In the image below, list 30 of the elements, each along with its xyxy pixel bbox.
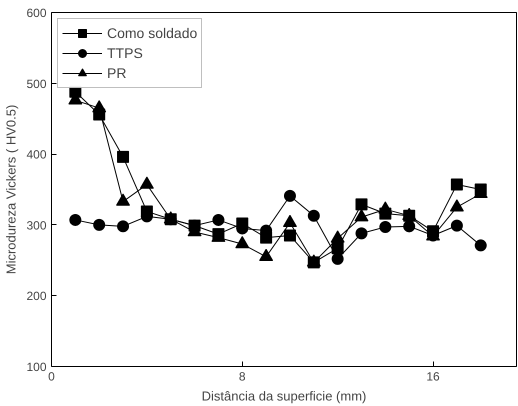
- legend-label: TTPS: [107, 45, 143, 61]
- y-axis-title: Microdureza Vickers ( HV0.5): [3, 104, 18, 274]
- point: [356, 198, 368, 210]
- point: [117, 150, 130, 163]
- x-tick-label: 0: [48, 370, 56, 384]
- point: [474, 239, 487, 252]
- legend-label: PR: [107, 65, 127, 81]
- point: [308, 210, 320, 222]
- y-tick-label: 600: [26, 6, 47, 20]
- y-tick-label: 500: [26, 76, 47, 91]
- point: [450, 220, 463, 232]
- point: [332, 252, 344, 265]
- point: [284, 190, 296, 202]
- x-axis-title: Distância da superficie (mm): [202, 388, 366, 404]
- y-tick-label: 400: [26, 148, 47, 162]
- y-tick-label: 100: [26, 360, 47, 374]
- point: [69, 214, 82, 226]
- point: [284, 230, 296, 242]
- y-tick-label: 200: [26, 289, 47, 304]
- point: [117, 220, 130, 232]
- y-tick-label: 300: [26, 218, 47, 232]
- legend-label: Como soldado: [107, 25, 198, 41]
- point: [93, 218, 106, 231]
- point: [356, 227, 368, 240]
- point: [379, 221, 392, 234]
- point: [450, 178, 463, 191]
- point: [403, 220, 416, 232]
- x-tick-label: 16: [426, 370, 440, 384]
- x-tick-label: 8: [238, 370, 246, 384]
- point: [212, 214, 224, 226]
